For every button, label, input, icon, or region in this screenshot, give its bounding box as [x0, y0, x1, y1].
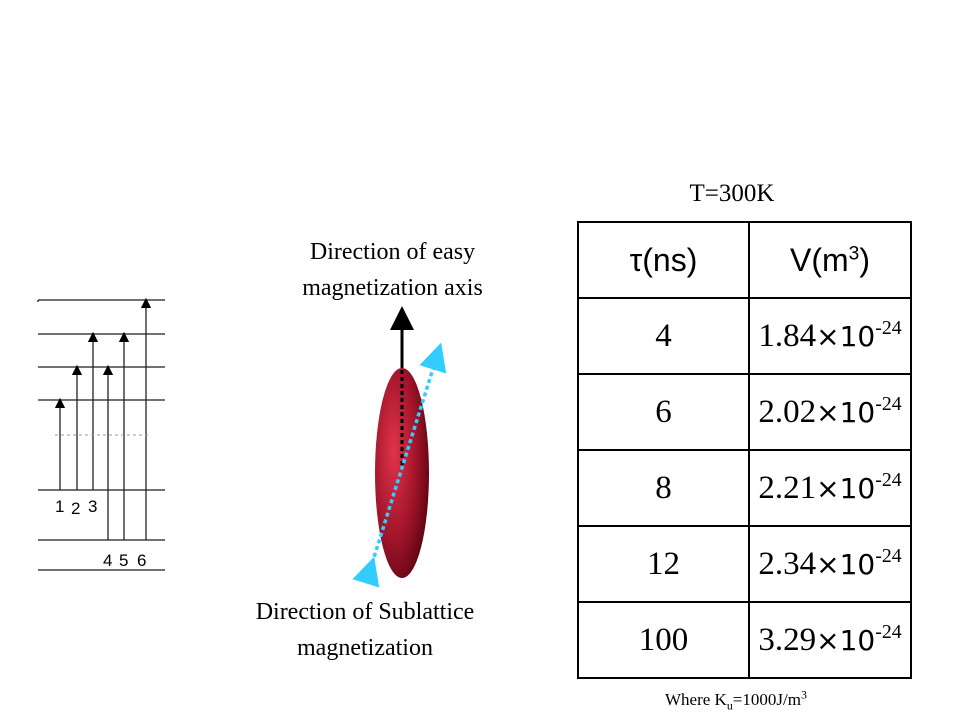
sublattice-label-line1: Direction of Sublattice — [255, 599, 475, 625]
easy-axis-label-line1: Direction of easy — [309, 239, 476, 265]
transition-number-2: 2 — [71, 499, 80, 518]
tau-cell: 8 — [577, 449, 750, 527]
easy-axis-label-line2: magnetization axis — [302, 275, 483, 301]
table-row: 12 2.34×10-24 — [577, 525, 912, 603]
transition-number-4: 4 — [103, 551, 112, 570]
tau-cell: 12 — [577, 525, 750, 603]
table-row: 8 2.21×10-24 — [577, 449, 912, 527]
tau-cell: 4 — [577, 297, 750, 375]
sublattice-magnetization-label: Direction of Sublattice magnetization — [205, 594, 525, 666]
table-row: 4 1.84×10-24 — [577, 297, 912, 375]
header-tau: τ(ns) — [577, 221, 750, 299]
relaxation-volume-table: τ(ns) V(m3) 4 1.84×10-24 6 2.02×10-24 8 … — [577, 221, 912, 679]
table-header-row: τ(ns) V(m3) — [577, 221, 912, 299]
transition-numbers: 1 2 3 4 5 6 — [55, 497, 146, 570]
transition-number-3: 3 — [88, 497, 97, 516]
easy-axis-label: Direction of easy magnetization axis — [250, 234, 535, 306]
volume-cell: 1.84×10-24 — [748, 297, 912, 375]
transition-number-1: 1 — [55, 497, 64, 516]
temperature-label: T=300K — [689, 180, 775, 207]
tau-cell: 6 — [577, 373, 750, 451]
sublattice-label-line2: magnetization — [297, 635, 433, 661]
anisotropy-footnote: Where Ku=1000J/m3 — [665, 687, 807, 713]
volume-cell: 2.21×10-24 — [748, 449, 912, 527]
table-row: 6 2.02×10-24 — [577, 373, 912, 451]
header-volume: V(m3) — [748, 221, 912, 299]
tau-cell: 100 — [577, 601, 750, 679]
volume-cell: 3.29×10-24 — [748, 601, 912, 679]
volume-cell: 2.34×10-24 — [748, 525, 912, 603]
volume-cell: 2.02×10-24 — [748, 373, 912, 451]
energy-level-diagram: 1 2 3 4 5 6 — [37, 297, 165, 571]
transition-arrows — [54, 297, 152, 540]
table-row: 100 3.29×10-24 — [577, 601, 912, 679]
transition-number-5: 5 — [119, 551, 128, 570]
sublattice-magnetization-arrow — [352, 342, 447, 588]
transition-number-6: 6 — [137, 551, 146, 570]
